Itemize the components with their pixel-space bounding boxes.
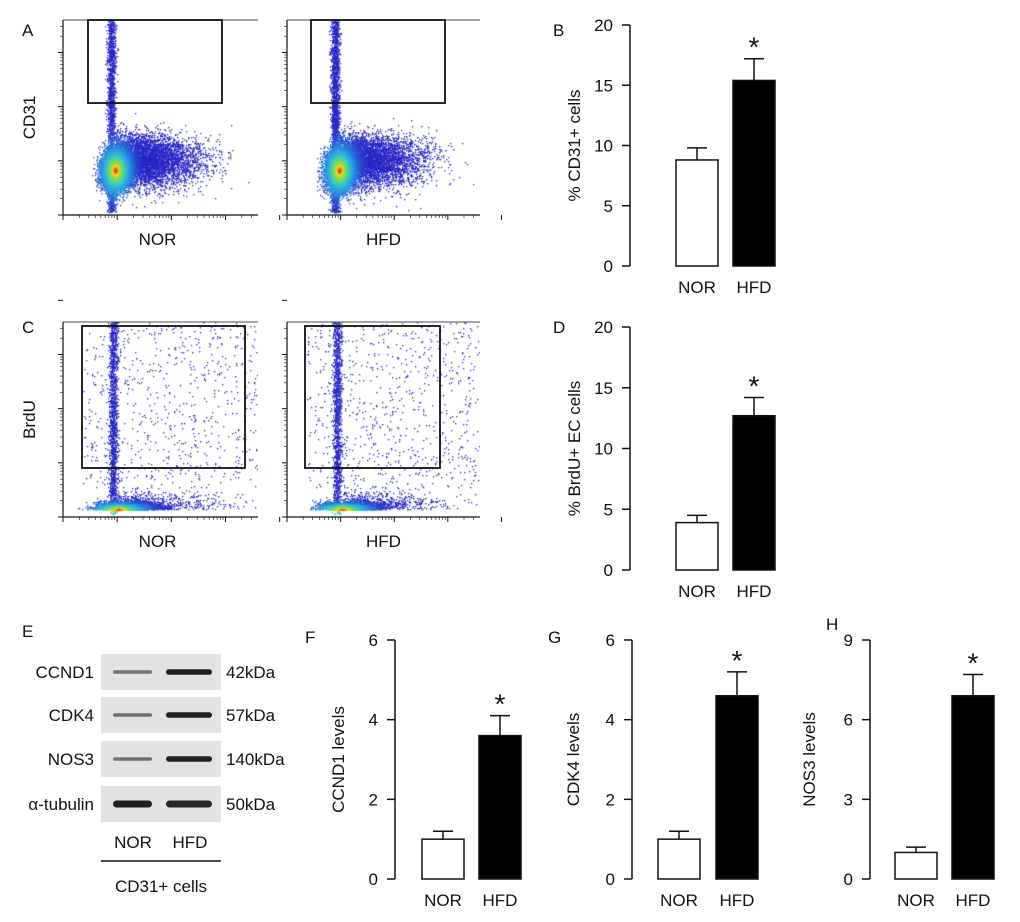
lane-label-nor: NOR	[114, 833, 152, 852]
x-tick-label: HFD	[720, 891, 755, 910]
y-tick-label: 0	[369, 870, 378, 889]
x-tick-label: HFD	[737, 582, 772, 601]
panel-label-D: D	[553, 318, 565, 337]
bar-hfd	[732, 79, 776, 267]
y-tick-label: 2	[606, 790, 615, 809]
flow-xlabel-nor: NOR	[139, 230, 177, 249]
blot-band	[113, 800, 152, 808]
gate-rectangle	[87, 19, 223, 104]
flow-density-plot-a-nor	[63, 20, 258, 215]
blot-band	[113, 670, 152, 674]
y-tick-label: 0	[606, 870, 615, 889]
blot-band	[166, 712, 212, 718]
bar-hfd	[951, 695, 995, 880]
x-tick-label: NOR	[424, 891, 462, 910]
panel-label-G: G	[548, 628, 561, 647]
bar-nor	[675, 159, 719, 267]
bar-hfd	[732, 414, 776, 571]
flow-ylabel-cd31: CD31	[20, 96, 39, 139]
y-tick-label: 4	[369, 711, 378, 730]
bar-nor	[421, 838, 465, 880]
flow-density-plot-c-nor	[63, 322, 258, 517]
y-axis-label: CCND1 levels	[329, 706, 348, 813]
y-tick-label: 3	[844, 790, 853, 809]
y-tick-label: 4	[606, 711, 615, 730]
flow-xlabel-hfd: HFD	[366, 230, 401, 249]
gate-rectangle	[304, 325, 441, 469]
panel-label-B: B	[553, 21, 564, 40]
x-tick-label: NOR	[678, 582, 716, 601]
panel-label-H: H	[826, 615, 838, 634]
gate-rectangle	[310, 19, 446, 104]
y-tick-label: 0	[604, 257, 613, 276]
bar-nor	[675, 521, 719, 571]
y-tick-label: 9	[844, 631, 853, 650]
y-axis-label: CDK4 levels	[564, 713, 583, 807]
significance-marker: *	[749, 32, 760, 63]
bar-nor	[657, 838, 701, 880]
gate-rectangle	[81, 325, 246, 469]
significance-marker: *	[968, 648, 979, 679]
blot-band	[113, 757, 152, 761]
flow-density-plot-a-hfd	[287, 20, 480, 215]
panel-label-E: E	[22, 622, 33, 641]
y-tick-label: 10	[594, 440, 613, 459]
y-tick-label: 15	[594, 76, 613, 95]
x-tick-label: HFD	[737, 278, 772, 297]
panel-label-C: C	[22, 318, 34, 337]
y-tick-label: 0	[844, 870, 853, 889]
y-tick-label: 6	[369, 631, 378, 650]
blot-band	[166, 756, 212, 762]
x-tick-label: NOR	[897, 891, 935, 910]
significance-marker: *	[495, 689, 506, 720]
y-axis-label: % BrdU+ EC cells	[565, 381, 584, 517]
panel-label-A: A	[22, 21, 34, 40]
blot-label: CDK4	[49, 706, 94, 725]
lane-label-hfd: HFD	[173, 833, 208, 852]
significance-marker: *	[732, 645, 743, 676]
y-tick-label: 20	[594, 318, 613, 337]
y-tick-label: 0	[604, 561, 613, 580]
y-tick-label: 2	[369, 790, 378, 809]
flow-xlabel-hfd: HFD	[366, 532, 401, 551]
blot-label: CCND1	[35, 663, 94, 682]
flow-density-plot-c-hfd	[287, 322, 480, 517]
blot-size: 50kDa	[226, 795, 276, 814]
y-axis-label: NOS3 levels	[800, 712, 819, 806]
flow-ylabel-brdu: BrdU	[20, 400, 39, 439]
blot-size: 42kDa	[226, 663, 276, 682]
y-tick-label: 6	[844, 711, 853, 730]
y-axis-label: % CD31+ cells	[565, 90, 584, 202]
x-tick-label: HFD	[483, 891, 518, 910]
blot-band	[166, 800, 212, 808]
blot-label: NOS3	[48, 750, 94, 769]
flow-xlabel-nor: NOR	[139, 532, 177, 551]
y-tick-label: 20	[594, 16, 613, 35]
bar-hfd	[478, 734, 522, 880]
blot-band	[113, 713, 152, 717]
blot-size: 57kDa	[226, 706, 276, 725]
lane-group-label: CD31+ cells	[115, 877, 207, 896]
bar-hfd	[715, 695, 759, 880]
x-tick-label: HFD	[956, 891, 991, 910]
x-tick-label: NOR	[678, 278, 716, 297]
bar-nor	[894, 851, 938, 880]
blot-size: 140kDa	[226, 750, 285, 769]
x-tick-label: NOR	[660, 891, 698, 910]
significance-marker: *	[749, 370, 760, 401]
blot-band	[166, 669, 212, 675]
y-tick-label: 5	[604, 197, 613, 216]
y-tick-label: 5	[604, 500, 613, 519]
panel-label-F: F	[305, 628, 315, 647]
y-tick-label: 6	[606, 631, 615, 650]
blot-label: α-tubulin	[28, 795, 94, 814]
y-tick-label: 15	[594, 379, 613, 398]
y-tick-label: 10	[594, 137, 613, 156]
